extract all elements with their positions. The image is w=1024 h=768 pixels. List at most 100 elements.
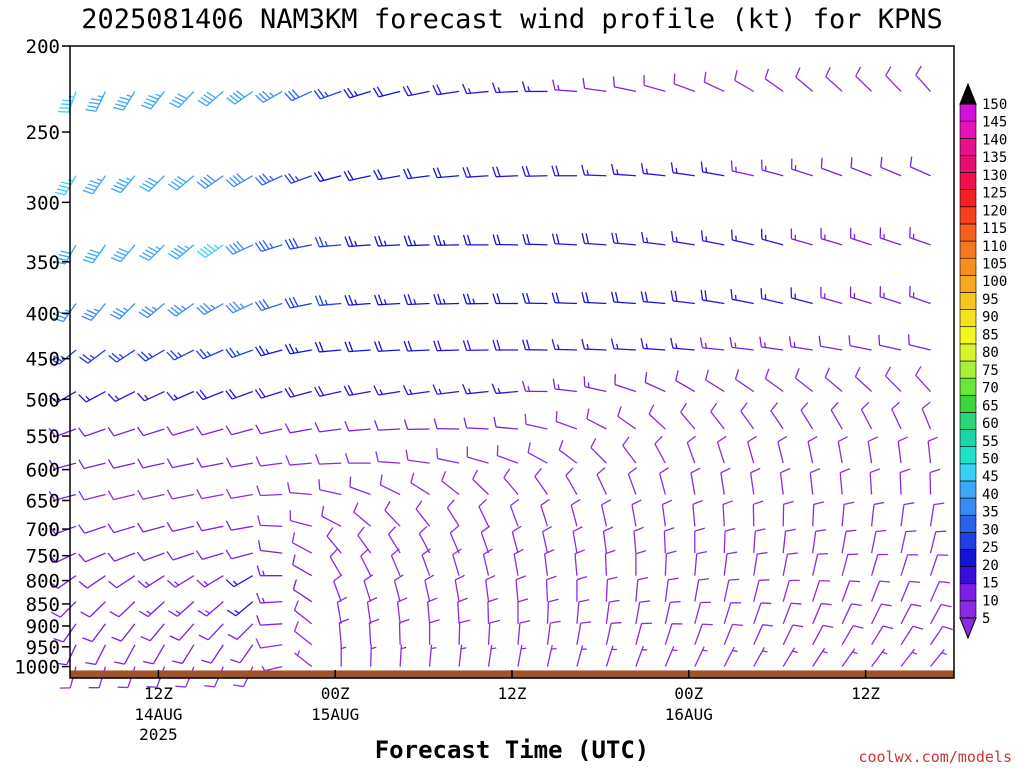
wind-barb xyxy=(402,85,430,97)
y-tick-label: 750 xyxy=(26,546,60,568)
colorbar-label: 40 xyxy=(982,487,999,503)
wind-barb xyxy=(432,384,460,395)
wind-barb xyxy=(565,467,578,495)
wind-barb xyxy=(570,499,581,527)
wind-barb xyxy=(289,510,312,527)
wind-barb xyxy=(900,625,924,646)
wind-barb xyxy=(403,419,430,431)
wind-barb xyxy=(551,165,577,177)
wind-barb xyxy=(478,498,490,527)
wind-barb xyxy=(521,380,548,393)
wind-barb xyxy=(113,91,136,111)
wind-barb xyxy=(139,175,165,192)
wind-barb xyxy=(78,524,106,534)
colorbar-swatch xyxy=(959,583,977,602)
wind-barb xyxy=(225,575,254,588)
wind-barb xyxy=(759,336,784,351)
wind-barb xyxy=(664,550,677,576)
wind-barb xyxy=(812,624,834,646)
wind-barb xyxy=(463,417,489,430)
wind-barb xyxy=(195,348,224,360)
colorbar-swatch xyxy=(959,309,977,328)
y-tick-label: 250 xyxy=(26,122,60,144)
wind-barb xyxy=(664,646,678,667)
wind-barb xyxy=(294,650,313,668)
wind-barb xyxy=(436,448,460,464)
wind-barb xyxy=(284,238,312,250)
wind-barb xyxy=(78,427,106,437)
wind-barb xyxy=(722,500,734,527)
wind-barb xyxy=(314,295,342,307)
wind-barb xyxy=(140,623,165,642)
wind-barb xyxy=(449,525,460,554)
x-tick-date: 14AUG xyxy=(134,705,182,724)
wind-barb xyxy=(427,597,438,624)
chart-title: 2025081406 NAM3KM forecast wind profile … xyxy=(81,4,943,35)
wind-barb xyxy=(663,527,675,554)
wind-barb xyxy=(491,383,519,395)
credit-link[interactable]: coolwx.com/models xyxy=(858,748,1012,766)
wind-barb xyxy=(428,644,437,667)
wind-barb xyxy=(167,175,195,191)
wind-barb xyxy=(581,164,607,177)
colorbar-label: 55 xyxy=(982,434,999,450)
y-tick-label: 1000 xyxy=(14,657,60,679)
wind-barb xyxy=(446,499,460,527)
wind-barb xyxy=(50,349,77,365)
wind-barb xyxy=(661,499,673,527)
wind-barb xyxy=(640,163,666,177)
wind-barb xyxy=(871,648,888,667)
wind-barb xyxy=(393,574,404,602)
wind-barb xyxy=(166,349,195,361)
wind-barb xyxy=(850,157,872,177)
wind-barb xyxy=(345,452,371,464)
wind-barb xyxy=(49,575,77,589)
wind-barb xyxy=(870,553,889,576)
wind-barb xyxy=(137,390,165,402)
wind-barb xyxy=(226,601,254,617)
wind-barb xyxy=(480,525,491,554)
wind-barb xyxy=(313,171,342,183)
wind-barb xyxy=(48,525,77,535)
wind-barb xyxy=(107,490,136,501)
wind-barb xyxy=(753,579,770,602)
wind-barb xyxy=(225,488,253,499)
colorbar-swatch xyxy=(959,549,977,567)
wind-barb xyxy=(841,625,864,646)
colorbar-swatch xyxy=(959,240,977,259)
wind-barb xyxy=(622,436,637,464)
wind-barb xyxy=(878,334,902,351)
wind-barb xyxy=(492,339,518,351)
wind-barb xyxy=(344,294,371,306)
colorbar-swatch xyxy=(959,206,977,225)
wind-barb xyxy=(848,335,872,351)
wind-barb xyxy=(441,471,460,496)
wind-barb xyxy=(680,403,696,430)
wind-barb xyxy=(542,525,553,554)
wind-barb xyxy=(929,468,941,495)
wind-barb xyxy=(166,575,195,588)
wind-barb xyxy=(107,458,136,469)
wind-barb xyxy=(48,390,77,404)
wind-barb xyxy=(293,600,313,625)
wind-barb xyxy=(169,623,195,641)
wind-barb xyxy=(552,79,577,93)
wind-barb xyxy=(166,390,195,401)
wind-barb xyxy=(107,390,136,402)
wind-barb xyxy=(635,600,651,624)
wind-barb xyxy=(764,68,784,92)
wind-barb xyxy=(581,338,607,351)
wind-barb xyxy=(927,436,939,464)
wind-barb xyxy=(812,602,832,625)
wind-barb xyxy=(374,235,401,247)
wind-barb xyxy=(314,422,342,433)
wind-barb xyxy=(909,227,931,246)
wind-barb xyxy=(720,467,731,495)
wind-barb xyxy=(909,156,931,177)
colorbar-swatch xyxy=(959,137,977,156)
wind-barb xyxy=(524,413,548,430)
wind-barb xyxy=(521,339,548,351)
wind-barb xyxy=(78,575,106,589)
wind-barb xyxy=(869,468,881,495)
wind-barb xyxy=(110,244,136,263)
